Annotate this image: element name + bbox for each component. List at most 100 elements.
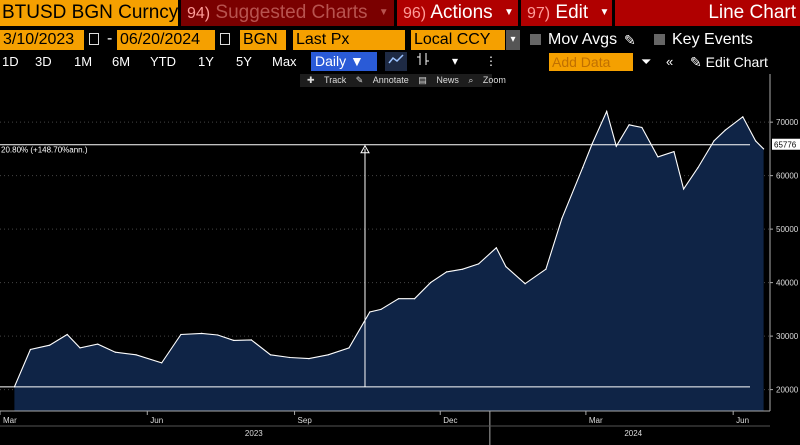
data-point — [697, 167, 699, 169]
last-value-tag — [772, 138, 800, 150]
period-ytd[interactable]: YTD — [150, 54, 176, 69]
data-point — [289, 356, 291, 359]
data-point — [606, 110, 608, 112]
data-point — [29, 348, 31, 351]
x-tick-label: Jun — [150, 416, 163, 425]
data-point — [79, 347, 81, 349]
news-tool[interactable]: ▤ News — [418, 75, 459, 85]
candlestick-icon[interactable] — [412, 52, 434, 71]
period-1m[interactable]: 1M — [74, 54, 93, 69]
x-tick-label: Jun — [736, 416, 749, 425]
menu-number: 96) — [403, 5, 427, 23]
suggested-charts-menu[interactable]: 94) Suggested Charts ▼ — [181, 0, 394, 26]
x-tick-label: Sep — [298, 416, 313, 425]
y-tick-label: 70000 — [776, 118, 799, 127]
dropdown-arrow-icon: ▼ — [503, 7, 514, 18]
date-range-separator: - — [107, 30, 113, 47]
change-annotation: 20.80% (+148.70%ann.) — [1, 146, 88, 155]
data-point — [201, 332, 203, 334]
data-point — [66, 333, 68, 336]
period-1y[interactable]: 1Y — [198, 54, 214, 69]
x-tick-label: Mar — [3, 416, 17, 425]
menu-label: Suggested Charts — [215, 2, 368, 24]
pencil-icon: ✎ — [690, 54, 702, 70]
end-date-input[interactable]: 06/20/2024 — [117, 30, 215, 50]
data-point — [49, 344, 51, 346]
data-point — [673, 151, 675, 153]
line-chart-icon[interactable] — [385, 52, 407, 71]
y-tick-label: 60000 — [776, 172, 799, 181]
add-data-input[interactable]: Add Data — [549, 53, 633, 71]
zoom-tool[interactable]: ⌕ Zoom — [468, 75, 506, 85]
data-point — [763, 148, 765, 150]
key-events-checkbox[interactable] — [654, 34, 665, 45]
chart-style-dropdown[interactable]: ▾ — [440, 52, 470, 71]
data-point — [545, 268, 547, 270]
track-tool[interactable]: ✚ Track — [307, 75, 347, 85]
pencil-icon[interactable]: ✎ — [624, 32, 636, 48]
dropdown-arrow-icon: ▼ — [350, 53, 364, 69]
y-tick-label: 20000 — [776, 386, 799, 395]
data-point — [683, 188, 685, 190]
data-point — [369, 311, 371, 313]
dropdown-arrow-icon: ▼ — [599, 7, 610, 18]
menu-label: Actions — [430, 2, 493, 24]
edit-menu[interactable]: 97) Edit ▼ — [521, 0, 612, 26]
data-point — [713, 140, 715, 142]
data-point — [430, 282, 432, 284]
period-1d[interactable]: 1D — [2, 54, 19, 69]
data-point — [414, 298, 416, 300]
data-point — [135, 354, 137, 356]
annotate-tool[interactable]: ✎ Annotate — [355, 75, 409, 85]
menu-number: 94) — [187, 5, 211, 23]
currency-select[interactable]: Local CCY — [411, 30, 505, 50]
actions-menu[interactable]: 96) Actions ▼ — [397, 0, 518, 26]
y-tick-label: 30000 — [776, 332, 799, 341]
frequency-dropdown[interactable]: Daily ▼ — [311, 52, 377, 71]
frequency-label: Daily — [315, 53, 347, 69]
data-point — [250, 339, 252, 341]
data-point — [446, 271, 448, 273]
period-5y[interactable]: 5Y — [236, 54, 252, 69]
calendar-icon[interactable] — [220, 33, 230, 45]
currency-dropdown-icon[interactable]: ▾ — [506, 30, 520, 50]
arrow-up-icon — [360, 144, 370, 154]
calendar-icon[interactable] — [89, 33, 99, 45]
mov-avgs-checkbox[interactable] — [530, 34, 541, 45]
dropdown-arrow-icon: ▼ — [378, 7, 389, 18]
data-point — [582, 167, 584, 169]
data-point — [161, 362, 163, 364]
y-tick-label: 40000 — [776, 279, 799, 288]
edit-chart-label: Edit Chart — [705, 54, 768, 70]
price-field-select[interactable]: Last Px — [293, 30, 405, 50]
data-point — [462, 268, 464, 270]
data-point — [348, 347, 350, 349]
data-point — [269, 354, 272, 356]
period-6m[interactable]: 6M — [112, 54, 131, 69]
data-point — [380, 308, 382, 310]
x-tick-label: Dec — [443, 416, 457, 425]
year-label: 2023 — [245, 429, 263, 438]
data-point — [524, 283, 526, 285]
data-point — [641, 126, 643, 129]
price-area — [14, 111, 764, 412]
start-date-input[interactable]: 3/10/2023 — [0, 30, 84, 50]
key-events-label: Key Events — [672, 31, 753, 48]
period-max[interactable]: Max — [272, 54, 297, 69]
source-field[interactable]: BGN — [240, 30, 286, 50]
data-point — [478, 263, 480, 265]
more-options-icon[interactable]: ⋮ — [480, 52, 502, 71]
edit-chart-button[interactable]: ✎ Edit Chart — [690, 52, 768, 72]
filter-icon[interactable]: ⏷ — [641, 54, 652, 69]
ticker-field[interactable]: BTUSD BGN Curncy — [0, 0, 178, 26]
year-label: 2024 — [624, 429, 642, 438]
period-3d[interactable]: 3D — [35, 54, 52, 69]
collapse-left-icon[interactable]: « — [666, 54, 674, 69]
data-point — [615, 145, 617, 147]
data-point — [742, 116, 744, 118]
data-point — [591, 142, 593, 145]
data-point — [217, 334, 219, 336]
data-point — [505, 266, 507, 268]
data-point — [233, 339, 235, 341]
